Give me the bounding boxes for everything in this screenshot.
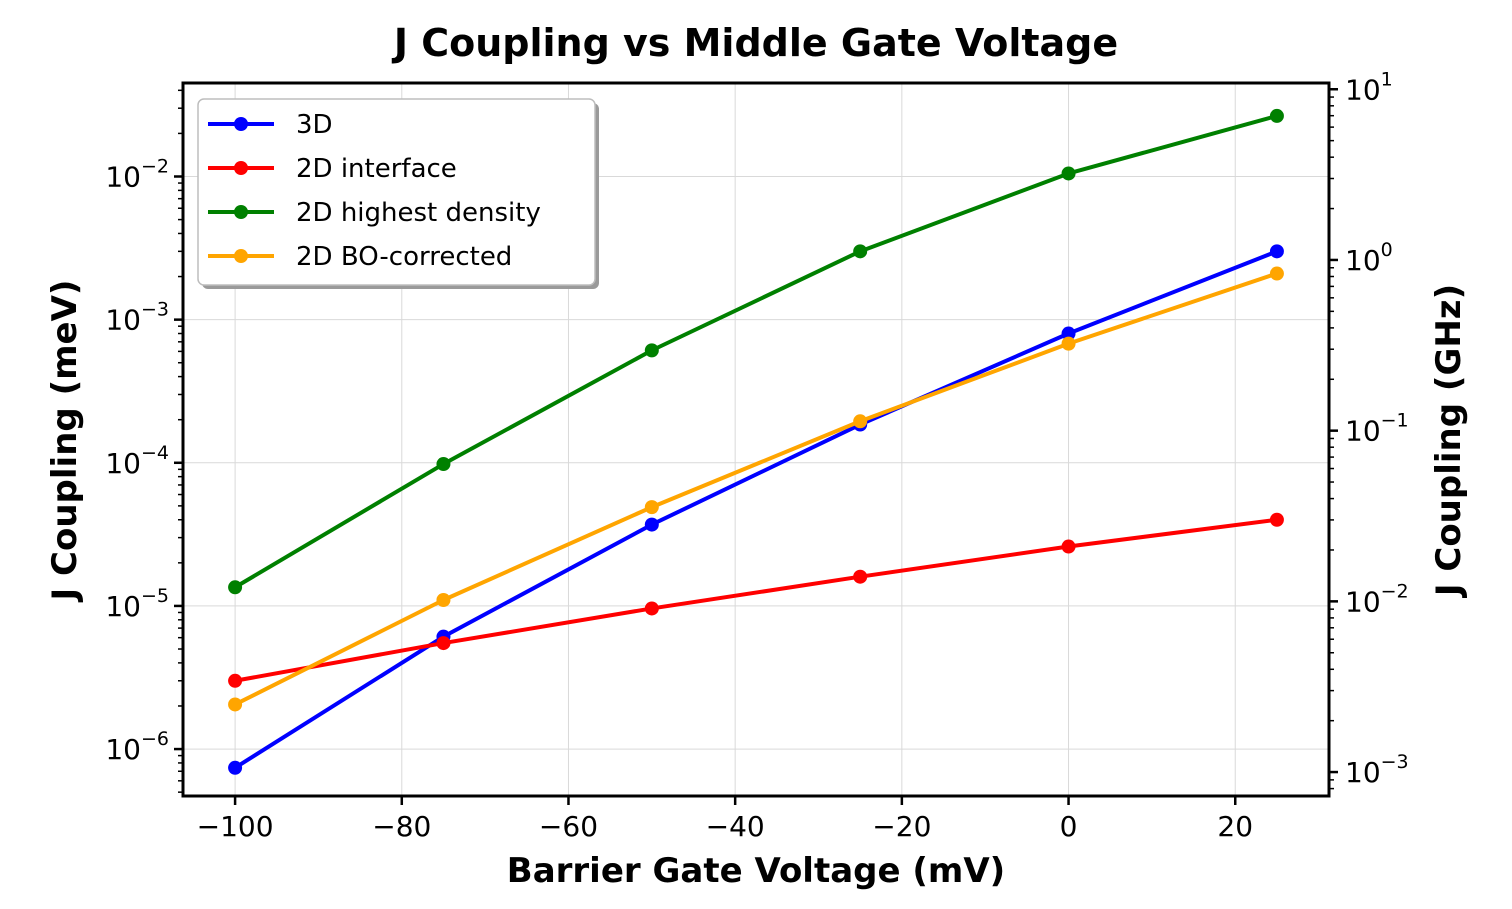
axis-ticks: −100 −80 −60 −40 −20 0 20 10−6 10−5 10−4 10−3 10−2 1…	[105, 68, 1408, 843]
data-point-2d-bo-corrected	[644, 500, 659, 515]
y-right-tick-label: 10−3	[1345, 751, 1409, 789]
x-tick-label: 20	[1217, 810, 1253, 843]
chart-title: J Coupling vs Middle Gate Voltage	[391, 21, 1118, 65]
data-point-2d-highest-density	[1269, 108, 1284, 123]
legend-label: 2D BO-corrected	[296, 242, 512, 272]
y-tick-label: 10−2	[105, 156, 169, 194]
x-tick-label: −40	[706, 810, 765, 843]
data-point-2d-bo-corrected	[436, 592, 451, 607]
y-tick-label: 10−4	[105, 442, 169, 480]
legend-swatch-marker	[234, 117, 248, 131]
legend-box	[197, 98, 596, 286]
y-tick-label: 10−6	[105, 728, 169, 766]
data-point-3d	[228, 760, 243, 775]
y-right-tick-label: 101	[1345, 68, 1393, 106]
data-point-2d-highest-density	[853, 244, 868, 259]
data-point-2d-bo-corrected	[1269, 266, 1284, 281]
series-line-2d-bo-corrected	[234, 271, 1278, 707]
legend-swatch-marker	[234, 249, 248, 263]
y-tick-label: 10−3	[105, 299, 169, 337]
x-tick-label: −80	[372, 810, 431, 843]
data-point-2d-bo-corrected	[1061, 336, 1076, 351]
data-point-3d	[644, 517, 659, 532]
legend-label: 2D interface	[296, 154, 457, 184]
legend: 3D 2D interface 2D highest density 2D BO-co…	[197, 98, 599, 289]
series-line-2d-interface	[234, 517, 1278, 683]
x-tick-label: −60	[539, 810, 598, 843]
data-point-2d-bo-corrected	[228, 697, 243, 712]
data-point-2d-highest-density	[228, 580, 243, 595]
data-point-2d-bo-corrected	[853, 414, 868, 429]
y-axis-label: J Coupling (meV)	[45, 280, 85, 603]
x-tick-label: −100	[197, 810, 274, 843]
legend-label: 2D highest density	[296, 198, 541, 228]
legend-swatch-marker	[234, 161, 248, 175]
data-point-3d	[1269, 244, 1284, 259]
legend-label: 3D	[296, 110, 333, 140]
data-point-3d	[1061, 326, 1076, 341]
plot-frame	[181, 81, 1331, 798]
data-point-2d-highest-density	[644, 343, 659, 358]
x-tick-label: 0	[1060, 810, 1078, 843]
y-right-tick-label: 10−1	[1345, 410, 1409, 448]
data-point-2d-interface	[1061, 539, 1076, 554]
y-right-tick-label: 100	[1345, 239, 1393, 277]
data-point-2d-highest-density	[436, 457, 451, 472]
data-point-2d-highest-density	[1061, 166, 1076, 181]
data-point-2d-interface	[853, 569, 868, 584]
y-right-tick-label: 10−2	[1345, 580, 1409, 618]
y-tick-label: 10−5	[105, 585, 169, 623]
plot-series	[228, 108, 1284, 775]
data-point-2d-interface	[644, 601, 659, 616]
y-axis-label-right: J Coupling (GHz)	[1429, 284, 1469, 598]
legend-swatch-marker	[234, 205, 248, 219]
data-point-2d-interface	[228, 673, 243, 688]
data-point-2d-interface	[436, 636, 451, 651]
x-tick-label: −20	[872, 810, 931, 843]
series-line-3d	[234, 249, 1278, 770]
data-point-2d-interface	[1269, 512, 1284, 527]
series-line-2d-highest-density	[234, 113, 1278, 589]
x-axis-label: Barrier Gate Voltage (mV)	[507, 851, 1005, 891]
